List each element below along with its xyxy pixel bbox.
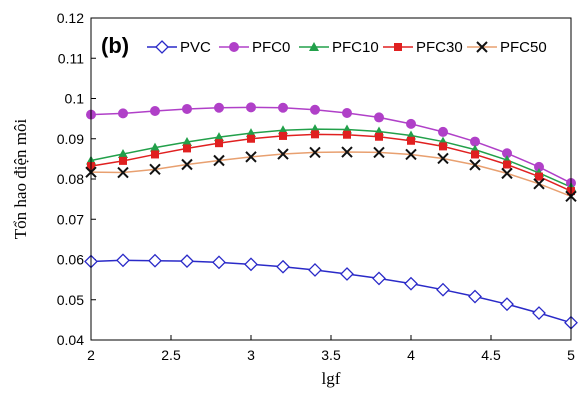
data-point-pfc30 <box>471 150 479 159</box>
y-tick-label: 0.06 <box>57 252 84 268</box>
data-point-pfc10 <box>118 149 128 159</box>
data-point-pfc30 <box>247 134 255 143</box>
data-point-pfc0 <box>374 112 384 123</box>
legend-marker-pfc30 <box>394 43 402 51</box>
data-point-pfc50 <box>309 146 321 159</box>
data-point-pfc0 <box>278 102 288 113</box>
legend: PVC PFC0 PFC10 PFC30 PFC50 <box>147 39 547 56</box>
legend-marker-pfc0 <box>229 42 239 52</box>
y-tick-label: 0.11 <box>58 50 84 66</box>
data-point-pfc0 <box>214 102 224 113</box>
data-point-pfc50 <box>469 159 481 171</box>
data-point-pfc50 <box>405 148 417 161</box>
data-point-pfc30 <box>343 130 351 139</box>
legend-marker-pfc50 <box>476 41 488 53</box>
data-point-pfc10 <box>150 142 160 152</box>
data-point-pvc <box>308 263 322 277</box>
axes: 0.04 0.05 0.06 0.07 0.08 0.09 0.1 0.11 0.12 2 2.5 3… <box>57 10 575 363</box>
x-tick-label: 2.5 <box>161 347 181 363</box>
data-point-pfc30 <box>279 131 287 140</box>
data-point-pfc0 <box>246 102 256 113</box>
data-point-pfc50 <box>213 154 225 167</box>
data-point-pfc0 <box>406 118 416 129</box>
data-point-pfc50 <box>341 146 353 158</box>
data-point-pfc0 <box>150 105 160 116</box>
y-tick-label: 0.09 <box>57 131 84 147</box>
panel-label: (b) <box>101 33 129 58</box>
data-point-pvc <box>372 271 386 286</box>
series-lines <box>90 106 572 324</box>
series-line-pfc30 <box>90 133 572 192</box>
y-tick-label: 0.12 <box>57 10 84 26</box>
data-point-pfc0 <box>310 104 320 115</box>
y-tick-label: 0.1 <box>65 91 85 107</box>
data-point-pfc30 <box>151 150 159 159</box>
data-point-pfc30 <box>215 139 223 148</box>
data-point-pfc30 <box>183 144 191 153</box>
data-point-pfc50 <box>501 167 513 180</box>
data-point-pvc <box>500 297 514 312</box>
data-point-pfc30 <box>503 160 511 169</box>
legend-marker-pfc10 <box>309 42 319 51</box>
data-point-pfc50 <box>533 178 545 190</box>
series-line-pfc10 <box>90 128 572 188</box>
data-point-pfc30 <box>311 130 319 139</box>
y-tick-label: 0.05 <box>57 292 84 308</box>
data-point-pvc <box>468 289 482 304</box>
data-point-pvc <box>436 282 450 297</box>
series-line-pfc50 <box>90 151 572 198</box>
data-point-pfc50 <box>437 152 449 165</box>
series-line-pfc0 <box>90 106 572 184</box>
legend-marker-pvc <box>155 40 169 54</box>
x-tick-label: 5 <box>567 347 575 363</box>
y-tick-label: 0.04 <box>57 332 84 348</box>
legend-label-pvc: PVC <box>180 39 211 56</box>
data-point-pfc10 <box>182 136 192 146</box>
x-tick-label: 4 <box>407 347 415 363</box>
data-point-pvc <box>276 259 290 274</box>
data-point-pfc0 <box>182 103 192 114</box>
data-point-pfc0 <box>118 108 128 119</box>
plot-frame <box>90 17 572 341</box>
data-point-pfc0 <box>438 126 448 137</box>
x-tick-label: 4.5 <box>481 347 501 363</box>
data-point-pvc <box>532 306 546 320</box>
y-tick-label: 0.07 <box>57 211 84 227</box>
x-axis-title: lgf <box>322 369 341 388</box>
data-point-pfc30 <box>535 172 543 181</box>
data-point-pfc50 <box>149 163 161 176</box>
y-tick-label: 0.08 <box>57 171 84 187</box>
data-point-pfc50 <box>181 158 193 171</box>
data-point-pvc <box>180 254 194 269</box>
data-point-pfc50 <box>277 148 289 160</box>
data-point-pfc50 <box>245 151 257 163</box>
legend-label-pfc10: PFC10 <box>332 39 379 56</box>
data-point-pfc50 <box>373 146 385 159</box>
data-point-pfc0 <box>342 107 352 118</box>
data-point-pfc50 <box>117 166 129 179</box>
legend-label-pfc50: PFC50 <box>500 39 547 56</box>
x-tick-label: 3.5 <box>321 347 341 363</box>
data-point-pvc <box>148 253 162 268</box>
series-line-pvc <box>90 259 572 324</box>
x-tick-label: 2 <box>87 347 95 363</box>
legend-label-pfc0: PFC0 <box>252 39 290 56</box>
data-point-pvc <box>116 253 130 268</box>
data-point-pfc30 <box>119 156 127 165</box>
data-point-pfc30 <box>407 136 415 145</box>
y-axis-title: Tổn hao điện môi <box>11 119 30 240</box>
data-point-pfc10 <box>214 132 224 142</box>
data-point-pvc <box>404 276 418 291</box>
data-point-pfc30 <box>439 142 447 151</box>
data-point-pfc30 <box>375 132 383 141</box>
data-point-pvc <box>340 267 354 281</box>
data-point-pvc <box>212 255 226 270</box>
data-point-pvc <box>244 257 258 272</box>
legend-label-pfc30: PFC30 <box>416 39 463 56</box>
x-tick-label: 3 <box>247 347 255 363</box>
